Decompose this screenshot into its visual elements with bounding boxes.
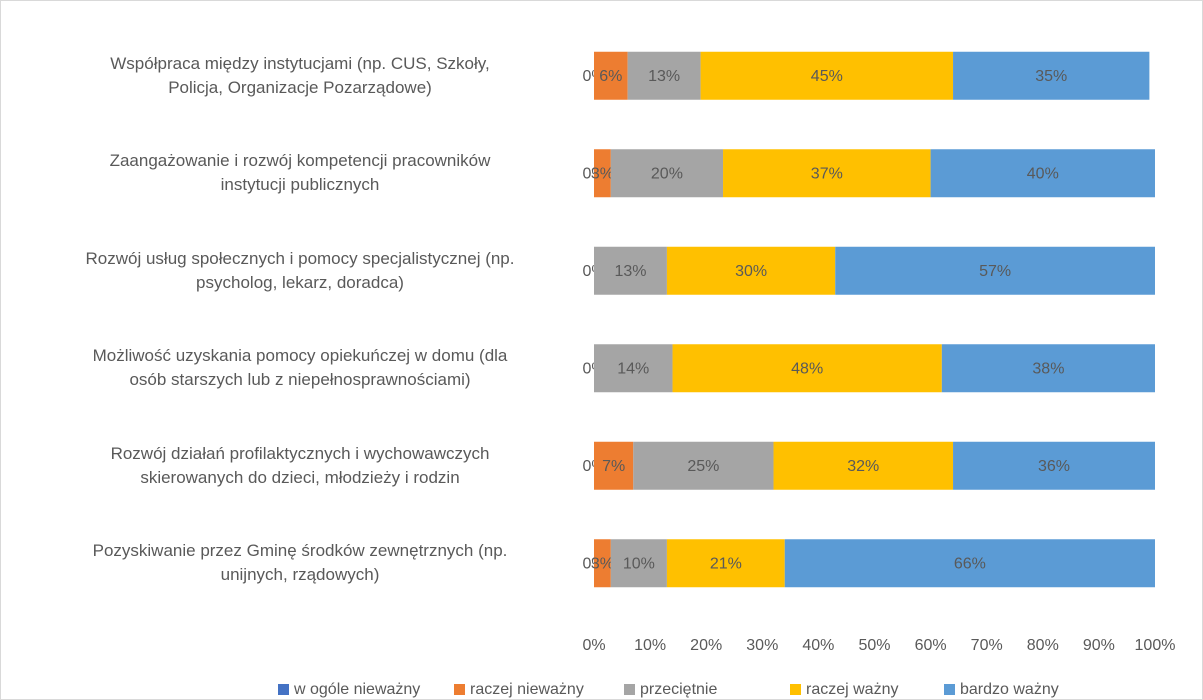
bar-segment bbox=[953, 51, 1150, 100]
data-label: 13% bbox=[614, 263, 646, 280]
legend-swatch bbox=[790, 684, 801, 695]
legend-swatch bbox=[278, 684, 289, 695]
data-label: 3% bbox=[591, 555, 614, 572]
category-label: Współpraca między instytucjami (np. CUS,… bbox=[110, 53, 490, 97]
data-label: 25% bbox=[687, 458, 719, 475]
bar-segment bbox=[773, 441, 954, 490]
bar-segment bbox=[941, 344, 1155, 393]
bar-segment bbox=[610, 539, 667, 588]
bar-segment bbox=[627, 51, 701, 100]
bar-segment bbox=[594, 246, 667, 295]
x-tick-label: 80% bbox=[1027, 637, 1059, 654]
data-label: 37% bbox=[811, 165, 843, 182]
data-label: 57% bbox=[979, 263, 1011, 280]
bar-segment bbox=[594, 441, 634, 490]
data-label: 66% bbox=[954, 555, 986, 572]
bar-segment bbox=[930, 149, 1155, 198]
legend-label: raczej nieważny bbox=[470, 681, 584, 698]
bar-segment bbox=[594, 539, 611, 588]
bar-segment bbox=[672, 344, 942, 393]
x-tick-label: 90% bbox=[1083, 637, 1115, 654]
bar-segment bbox=[594, 149, 611, 198]
legend-label: przeciętnie bbox=[640, 681, 717, 698]
category-label: Możliwość uzyskania pomocy opiekuńczej w… bbox=[92, 346, 508, 390]
bar-segment bbox=[835, 246, 1155, 295]
bar-segment bbox=[633, 441, 774, 490]
category-label: Rozwój działań profilaktycznych i wychow… bbox=[110, 443, 490, 487]
legend-swatch bbox=[624, 684, 635, 695]
x-tick-label: 70% bbox=[971, 637, 1003, 654]
data-label: 30% bbox=[735, 263, 767, 280]
data-label: 45% bbox=[811, 68, 843, 85]
data-label: 14% bbox=[617, 360, 649, 377]
data-label: 13% bbox=[648, 68, 680, 85]
data-label: 36% bbox=[1038, 458, 1070, 475]
bar-segment bbox=[666, 539, 785, 588]
data-label: 40% bbox=[1027, 165, 1059, 182]
data-label: 20% bbox=[651, 165, 683, 182]
bar-segment bbox=[594, 51, 628, 100]
legend-swatch bbox=[454, 684, 465, 695]
data-label: 7% bbox=[602, 458, 625, 475]
data-label: 48% bbox=[791, 360, 823, 377]
bar-segment bbox=[666, 246, 836, 295]
data-label: 3% bbox=[591, 165, 614, 182]
legend-label: w ogóle nieważny bbox=[293, 681, 420, 698]
bar-segment bbox=[700, 51, 954, 100]
x-tick-label: 30% bbox=[746, 637, 778, 654]
data-label: 32% bbox=[847, 458, 879, 475]
data-label: 21% bbox=[710, 555, 742, 572]
bar-segment bbox=[784, 539, 1155, 588]
data-label: 10% bbox=[623, 555, 655, 572]
category-label: Pozyskiwanie przez Gminę środków zewnętr… bbox=[92, 541, 508, 585]
bar-segment bbox=[723, 149, 931, 198]
category-label: Zaangażowanie i rozwój kompetencji praco… bbox=[109, 151, 491, 195]
data-label: 6% bbox=[599, 68, 622, 85]
legend-label: raczej ważny bbox=[806, 681, 898, 698]
x-tick-label: 60% bbox=[915, 637, 947, 654]
x-tick-label: 0% bbox=[582, 637, 605, 654]
x-tick-label: 50% bbox=[858, 637, 890, 654]
x-tick-label: 100% bbox=[1135, 637, 1176, 654]
legend-swatch bbox=[944, 684, 955, 695]
legend-label: bardzo ważny bbox=[960, 681, 1059, 698]
x-tick-label: 20% bbox=[690, 637, 722, 654]
bar-segment bbox=[594, 344, 673, 393]
data-label: 38% bbox=[1032, 360, 1064, 377]
category-label: Rozwój usług społecznych i pomocy specja… bbox=[85, 248, 515, 292]
bar-segment bbox=[953, 441, 1155, 490]
x-tick-label: 10% bbox=[634, 637, 666, 654]
bar-segment bbox=[610, 149, 724, 198]
x-tick-label: 40% bbox=[802, 637, 834, 654]
data-label: 35% bbox=[1035, 68, 1067, 85]
